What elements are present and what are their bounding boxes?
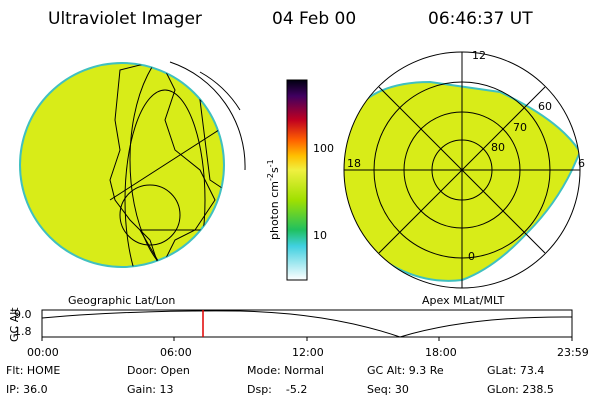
timeline-y: 1.8 xyxy=(14,325,32,338)
mlat-label: 80 xyxy=(491,141,505,154)
mlat-label: 60 xyxy=(538,100,552,113)
info-field: GLat: 73.4 xyxy=(487,364,544,377)
time: 06:46:37 UT xyxy=(428,9,533,29)
time-tick: 23:59 xyxy=(557,346,589,359)
mlt-label: 6 xyxy=(578,157,585,170)
mlt-label: 12 xyxy=(472,49,486,62)
panel-caption: Geographic Lat/Lon xyxy=(68,294,175,307)
unit-mid: s xyxy=(268,167,281,173)
colorbar-tick: 100 xyxy=(313,142,334,155)
timeline-y: 9.0 xyxy=(14,308,32,321)
info-field: Gain: 13 xyxy=(127,383,174,396)
timeline-box xyxy=(41,309,573,338)
title: Ultraviolet Imager xyxy=(48,9,202,29)
info-field: Flt: HOME xyxy=(6,364,60,377)
time-tick: 18:00 xyxy=(425,346,457,359)
altitude-curve xyxy=(41,310,573,338)
date: 04 Feb 00 xyxy=(272,9,356,29)
mlt-label: 0 xyxy=(468,250,475,263)
info-field: Mode: Normal xyxy=(247,364,324,377)
mlat-label: 70 xyxy=(513,121,527,134)
time-tick: 12:00 xyxy=(292,346,324,359)
info-field: GC Alt: 9.3 Re xyxy=(367,364,444,377)
polar-image xyxy=(343,51,581,289)
info-field: IP: 36.0 xyxy=(6,383,48,396)
mlt-label: 18 xyxy=(347,157,361,170)
panel-caption: Apex MLat/MLT xyxy=(422,294,505,307)
colorbar-tick: 10 xyxy=(313,229,327,242)
info-field: GLon: 238.5 xyxy=(487,383,554,396)
time-tick: 00:00 xyxy=(27,346,59,359)
info-field: Seq: 30 xyxy=(367,383,409,396)
timeline-axis-label: GC Alt xyxy=(8,307,21,342)
geographic-image xyxy=(19,61,246,268)
colorbar-unit: photon cm-2s-1 xyxy=(266,159,281,240)
info-field: Dsp: -5.2 xyxy=(247,383,307,396)
colorbar xyxy=(286,79,308,281)
unit-exp: -1 xyxy=(266,159,275,167)
unit-exp: -2 xyxy=(266,173,275,181)
unit-base: photon cm xyxy=(268,181,281,240)
time-tick: 06:00 xyxy=(160,346,192,359)
info-field: Door: Open xyxy=(127,364,190,377)
